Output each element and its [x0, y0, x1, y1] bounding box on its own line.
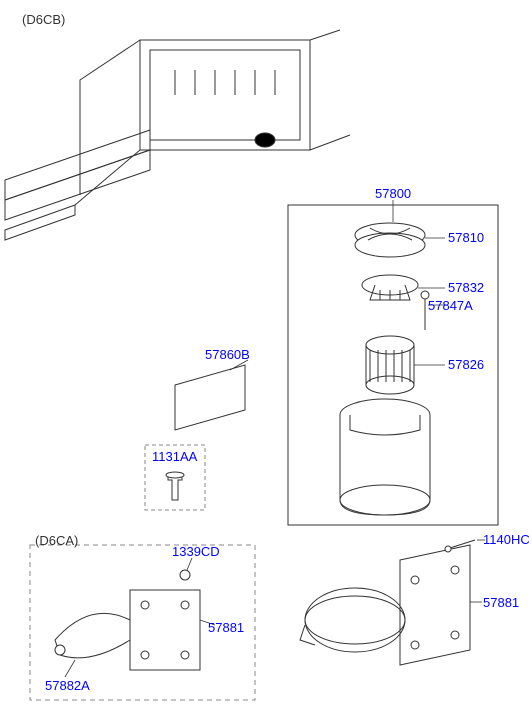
- callout-strainer[interactable]: 57832: [448, 280, 484, 295]
- callout-bracket-alt[interactable]: 57881: [208, 620, 244, 635]
- callout-bracket[interactable]: 57881: [483, 595, 519, 610]
- callout-cap[interactable]: 57810: [448, 230, 484, 245]
- callout-filter[interactable]: 57826: [448, 357, 484, 372]
- callout-bolt-hex[interactable]: 1339CD: [172, 544, 220, 559]
- variant-label-top: (D6CB): [22, 12, 65, 27]
- callout-label-plate[interactable]: 57860B: [205, 347, 250, 362]
- callout-clamp[interactable]: 57882A: [45, 678, 90, 693]
- callout-assy[interactable]: 57800: [375, 186, 411, 201]
- callout-screw[interactable]: 1140HC: [483, 532, 530, 547]
- callout-bolt-sm[interactable]: 1131AA: [152, 449, 197, 464]
- variant-label-bottom: (D6CA): [35, 533, 78, 548]
- callout-dipstick[interactable]: 57847A: [428, 298, 473, 313]
